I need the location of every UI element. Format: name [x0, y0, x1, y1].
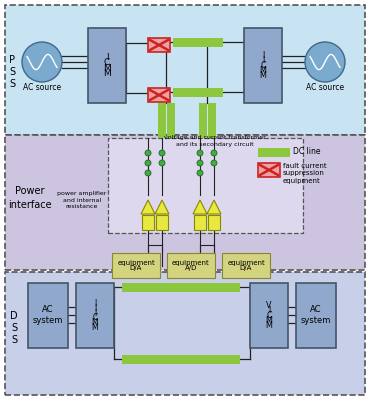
Text: equipment: equipment: [227, 260, 265, 266]
Bar: [222, 253, 270, 278]
Text: AC
system: AC system: [33, 305, 63, 325]
Text: I: I: [94, 299, 96, 308]
Text: M: M: [92, 318, 98, 327]
Text: A/D: A/D: [185, 265, 197, 271]
Text: I: I: [262, 56, 264, 65]
Bar: [173, 38, 223, 47]
Circle shape: [197, 160, 203, 166]
Circle shape: [305, 42, 345, 82]
Bar: [88, 28, 126, 103]
Text: AC source: AC source: [306, 82, 344, 92]
Circle shape: [159, 150, 165, 156]
Circle shape: [145, 160, 151, 166]
Polygon shape: [193, 200, 207, 214]
Bar: [296, 283, 336, 348]
Text: fault current
suppression
equipment: fault current suppression equipment: [283, 163, 327, 184]
Text: D
S
S: D S S: [10, 310, 18, 345]
Bar: [28, 283, 68, 348]
Bar: [194, 215, 206, 230]
Bar: [208, 103, 216, 138]
Text: power amplifier
and internal
resistance: power amplifier and internal resistance: [57, 191, 107, 209]
Circle shape: [145, 150, 151, 156]
Circle shape: [211, 160, 217, 166]
Text: M: M: [266, 321, 272, 330]
Text: C: C: [260, 61, 266, 70]
Bar: [148, 38, 170, 52]
Text: C: C: [104, 58, 110, 67]
Text: C: C: [92, 313, 98, 322]
Text: M: M: [103, 64, 111, 73]
Bar: [199, 103, 207, 138]
Bar: [258, 148, 290, 157]
Bar: [158, 103, 166, 138]
Circle shape: [197, 150, 203, 156]
Text: M: M: [260, 71, 266, 80]
Bar: [122, 355, 240, 364]
Circle shape: [159, 160, 165, 166]
Text: I: I: [106, 53, 108, 62]
Text: C: C: [266, 311, 272, 320]
Polygon shape: [155, 200, 169, 214]
Polygon shape: [141, 200, 155, 214]
Bar: [5, 5, 365, 135]
Text: I: I: [262, 51, 264, 60]
Bar: [108, 138, 303, 233]
Text: M: M: [260, 66, 266, 75]
Text: M: M: [92, 323, 98, 332]
Text: equipment: equipment: [172, 260, 210, 266]
Bar: [148, 88, 170, 102]
Circle shape: [197, 170, 203, 176]
Text: I: I: [268, 306, 270, 315]
Text: I: I: [94, 304, 96, 313]
Polygon shape: [207, 200, 221, 214]
Bar: [173, 88, 223, 97]
Bar: [142, 215, 154, 230]
Bar: [167, 253, 215, 278]
Bar: [122, 283, 240, 292]
Text: AC
system: AC system: [301, 305, 331, 325]
Text: M: M: [103, 69, 111, 78]
Bar: [76, 283, 114, 348]
Text: Power
interface: Power interface: [8, 186, 52, 210]
Text: DC line: DC line: [293, 148, 320, 156]
Bar: [208, 215, 220, 230]
Bar: [167, 103, 175, 138]
Circle shape: [145, 170, 151, 176]
Text: V: V: [266, 301, 272, 310]
Bar: [156, 215, 168, 230]
Bar: [258, 163, 280, 177]
Text: D/A: D/A: [130, 265, 142, 271]
Text: I: I: [94, 309, 96, 318]
Bar: [244, 28, 282, 103]
Text: D/A: D/A: [240, 265, 252, 271]
Text: P
S
S: P S S: [9, 55, 15, 89]
Bar: [250, 283, 288, 348]
Circle shape: [22, 42, 62, 82]
Text: equipment: equipment: [117, 260, 155, 266]
Text: voltage and current transformer
and its secondary circuit: voltage and current transformer and its …: [164, 135, 266, 146]
Bar: [112, 253, 160, 278]
Text: M: M: [266, 316, 272, 325]
Circle shape: [211, 150, 217, 156]
Text: AC source: AC source: [23, 82, 61, 92]
Bar: [5, 272, 365, 395]
Bar: [5, 135, 365, 270]
